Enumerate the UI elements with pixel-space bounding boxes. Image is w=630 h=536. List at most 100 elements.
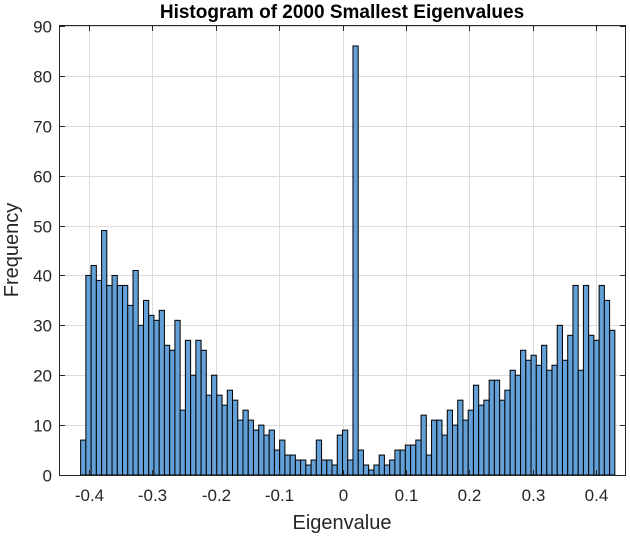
- histogram-bar: [451, 424, 459, 476]
- histogram-bar: [347, 459, 354, 476]
- histogram-bar: [593, 339, 600, 476]
- histogram-bar: [153, 319, 160, 476]
- histogram-bar: [410, 444, 417, 476]
- histogram-bar: [106, 284, 113, 476]
- histogram-bar: [195, 339, 202, 476]
- histogram-bar: [462, 419, 469, 476]
- histogram-bar: [179, 409, 186, 476]
- histogram-bar: [116, 284, 124, 476]
- y-axis-label: Frequency: [1, 203, 23, 298]
- histogram-bar: [551, 364, 558, 476]
- histogram-bar: [279, 439, 286, 476]
- histogram-bar: [556, 324, 563, 476]
- histogram-bar: [598, 284, 605, 476]
- y-tick-label: 50: [33, 218, 52, 237]
- histogram-bar: [142, 299, 150, 476]
- x-axis-ticks: -0.4 -0.3 -0.2 -0.1 0 0.1 0.2 0.3 0.4: [75, 26, 608, 505]
- histogram-bar: [520, 349, 527, 476]
- histogram-bar: [431, 419, 438, 476]
- histogram-bar: [509, 369, 516, 476]
- histogram-bar: [368, 469, 375, 476]
- histogram-bar: [163, 344, 171, 476]
- histogram-bar: [483, 399, 490, 476]
- x-tick-label: -0.3: [138, 486, 167, 505]
- histogram-bar: [226, 389, 234, 476]
- histogram-bar: [169, 349, 176, 476]
- histogram-bar: [174, 319, 181, 476]
- histogram-bar: [305, 464, 312, 476]
- histogram-bar: [446, 409, 453, 476]
- y-tick-label: 30: [33, 317, 52, 336]
- histogram-bar: [493, 379, 501, 476]
- histogram-bar: [232, 399, 239, 476]
- histogram-bar: [352, 45, 359, 476]
- histogram-bar: [190, 374, 197, 476]
- histogram-bar: [415, 439, 422, 476]
- histogram-bar: [258, 424, 265, 476]
- histogram-bar: [535, 364, 543, 476]
- histogram-bar: [80, 439, 87, 476]
- histogram-bar: [148, 314, 155, 476]
- histogram-bar: [603, 299, 611, 476]
- histogram-bar: [357, 449, 364, 476]
- histogram-bar: [247, 419, 254, 476]
- histogram-bar: [383, 464, 391, 476]
- histogram-bar: [561, 359, 569, 476]
- histogram-bar: [200, 349, 207, 476]
- histogram-bar: [321, 459, 328, 476]
- histogram-bar: [541, 344, 548, 476]
- histogram-bar: [242, 409, 249, 476]
- histogram-bar: [331, 464, 338, 476]
- histogram-bar: [478, 404, 485, 476]
- x-tick-label: 0.3: [522, 486, 546, 505]
- histogram-bar: [90, 264, 97, 476]
- x-axis-label: Eigenvalue: [293, 512, 392, 534]
- histogram-bar: [420, 414, 427, 476]
- histogram-bar: [205, 394, 213, 476]
- histogram-bar: [546, 369, 553, 476]
- histogram-bar: [373, 464, 380, 476]
- histogram-bar: [609, 329, 616, 476]
- histogram-bar: [488, 379, 495, 476]
- y-tick-label: 90: [33, 18, 52, 37]
- histogram-bar: [289, 454, 296, 476]
- histogram-bar: [326, 459, 333, 476]
- histogram-bar: [137, 324, 144, 476]
- y-tick-label: 60: [33, 168, 52, 187]
- histogram-bar: [216, 394, 223, 476]
- histogram-bar: [582, 284, 590, 476]
- histogram-bar: [273, 449, 281, 476]
- histogram-bar: [572, 284, 579, 476]
- histogram-bar: [499, 399, 506, 476]
- histogram-bar: [263, 434, 270, 476]
- histogram-bar: [362, 464, 370, 476]
- histogram-bar: [111, 274, 118, 476]
- histogram-bar: [95, 279, 103, 476]
- histogram-bars: [80, 45, 616, 476]
- y-tick-label: 80: [33, 68, 52, 87]
- histogram-bar: [577, 369, 584, 476]
- histogram-bar: [378, 454, 385, 476]
- x-tick-label: -0.1: [265, 486, 294, 505]
- histogram-bar: [252, 429, 260, 476]
- histogram-bar: [530, 354, 537, 476]
- x-tick-label: -0.2: [202, 486, 231, 505]
- x-tick-label: 0: [339, 486, 348, 505]
- histogram-bar: [514, 374, 522, 476]
- histogram-bar: [425, 454, 433, 476]
- histogram-bar: [184, 339, 192, 476]
- y-tick-label: 70: [33, 118, 52, 137]
- y-tick-label: 0: [43, 467, 52, 486]
- histogram-bar: [268, 429, 275, 476]
- histogram-bar: [315, 439, 323, 476]
- histogram-bar: [336, 434, 344, 476]
- histogram-bar: [294, 459, 302, 476]
- histogram-bar: [389, 459, 396, 476]
- histogram-bar: [399, 449, 406, 476]
- histogram-bar: [237, 419, 244, 476]
- histogram-bar: [588, 334, 595, 476]
- histogram-bar: [436, 419, 443, 476]
- x-tick-label: 0.4: [585, 486, 609, 505]
- x-tick-label: -0.4: [75, 486, 104, 505]
